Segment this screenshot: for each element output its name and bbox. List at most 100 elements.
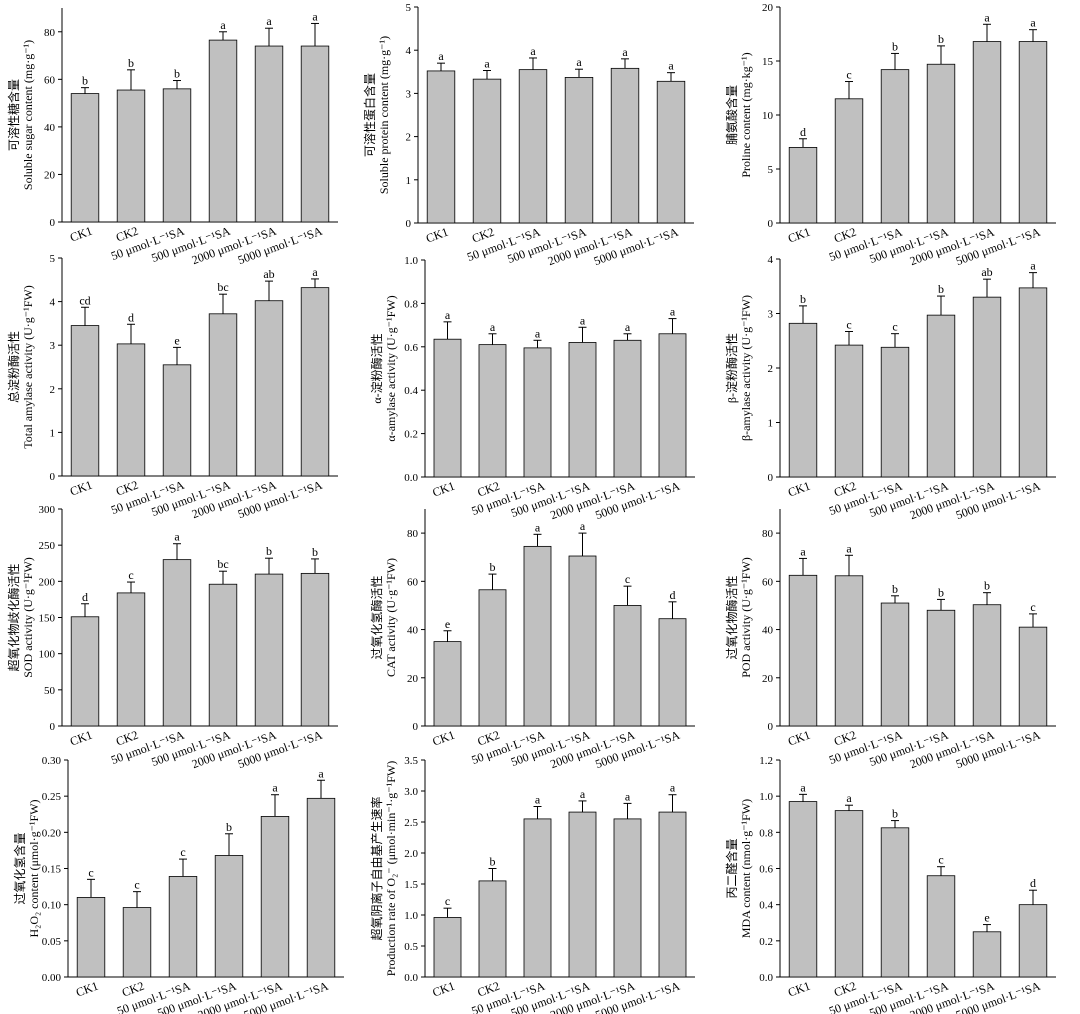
y-tick-label: 2.0 xyxy=(404,848,418,860)
significance-letter: d xyxy=(670,588,676,602)
bar xyxy=(613,605,642,727)
y-tick-label: 60 xyxy=(762,576,774,588)
y-tick-label: 200 xyxy=(39,576,56,588)
significance-letter: a xyxy=(535,793,541,807)
y-tick-label: 80 xyxy=(44,27,56,39)
bar xyxy=(658,618,687,727)
bar xyxy=(76,897,106,978)
bar xyxy=(926,609,956,727)
y-tick-label: 4 xyxy=(768,254,774,266)
significance-letter: b xyxy=(938,32,944,46)
bar xyxy=(254,45,284,223)
significance-letter: c xyxy=(938,853,943,867)
bar xyxy=(300,287,330,477)
y-tick-label: 0.05 xyxy=(42,936,62,948)
y-tick-label: 0.20 xyxy=(42,827,62,839)
significance-letter: c xyxy=(445,894,450,908)
significance-letter: a xyxy=(318,766,324,780)
y-tick-label: 0 xyxy=(768,721,774,733)
significance-letter: ab xyxy=(263,267,274,281)
significance-letter: d xyxy=(82,590,88,604)
y-tick-label: 0.4 xyxy=(759,900,773,912)
bar xyxy=(472,78,502,224)
bar xyxy=(168,876,198,978)
significance-letter: b xyxy=(128,56,134,70)
significance-letter: a xyxy=(576,55,582,69)
y-tick-label: 0 xyxy=(768,218,774,230)
y-tick-label: 300 xyxy=(39,504,56,516)
bar xyxy=(788,801,818,978)
bar xyxy=(162,364,192,477)
significance-letter: a xyxy=(535,520,541,534)
significance-letter: a xyxy=(625,789,631,803)
y-tick-label: 0.0 xyxy=(759,972,773,984)
significance-letter: c xyxy=(846,68,851,82)
bar xyxy=(1018,626,1048,727)
y-axis-title-english: Production rate of O₂⁻ (μmol·min⁻¹·g⁻¹FW… xyxy=(384,761,398,976)
bar xyxy=(523,347,552,478)
bar xyxy=(788,574,818,727)
y-axis-title-english: α-amylase activity (U·g⁻¹FW) xyxy=(384,295,398,441)
bar xyxy=(788,146,818,224)
y-tick-label: 0.15 xyxy=(42,864,62,876)
y-tick-label: 1 xyxy=(406,175,412,187)
bar xyxy=(254,300,284,477)
y-tick-label: 1 xyxy=(50,427,56,439)
significance-letter: c xyxy=(134,878,139,892)
y-tick-label: 0 xyxy=(406,218,412,230)
y-tick-label: 60 xyxy=(407,576,419,588)
significance-letter: c xyxy=(128,568,133,582)
bar xyxy=(122,907,152,978)
y-tick-label: 0 xyxy=(50,471,56,483)
bar xyxy=(116,89,146,223)
y-tick-label: 2 xyxy=(768,363,774,375)
significance-letter: b xyxy=(892,582,898,596)
bar xyxy=(478,589,507,727)
significance-letter: a xyxy=(800,544,806,558)
y-tick-label: 0.6 xyxy=(759,864,773,876)
y-tick-label: 10 xyxy=(762,110,774,122)
bar xyxy=(426,70,456,224)
significance-letter: a xyxy=(800,780,806,794)
y-axis-title-english: Total amylase activity (U·g⁻¹FW) xyxy=(21,285,35,448)
bar xyxy=(162,559,192,727)
y-tick-label: 0.0 xyxy=(404,972,418,984)
y-axis-title-english: POD activity (U·g⁻¹FW) xyxy=(739,557,753,678)
significance-letter: ab xyxy=(981,265,992,279)
significance-letter: d xyxy=(1030,876,1036,890)
y-tick-label: 40 xyxy=(762,625,774,637)
y-tick-label: 0.6 xyxy=(404,342,418,354)
y-axis-title-chinese: 总淀粉酶活性 xyxy=(6,331,21,403)
significance-letter: a xyxy=(490,320,496,334)
bar xyxy=(1018,904,1048,978)
y-axis-title-chinese: 过氧化氢酶活性 xyxy=(369,575,384,659)
y-tick-label: 5 xyxy=(50,253,56,265)
y-tick-label: 0 xyxy=(413,721,419,733)
y-tick-label: 40 xyxy=(44,122,56,134)
y-axis-title-chinese: 过氧化物酶活性 xyxy=(724,575,739,659)
significance-letter: a xyxy=(1030,16,1036,30)
bar xyxy=(300,45,330,223)
y-tick-label: 20 xyxy=(407,673,419,685)
significance-letter: c xyxy=(1030,600,1035,614)
y-tick-label: 80 xyxy=(407,528,419,540)
y-tick-label: 40 xyxy=(407,625,419,637)
y-axis-title-chinese: α-淀粉酶活性 xyxy=(369,333,384,403)
y-tick-label: 250 xyxy=(39,540,56,552)
bar xyxy=(260,816,290,978)
y-tick-label: 1.2 xyxy=(759,755,773,767)
bar xyxy=(208,39,238,223)
significance-letter: b xyxy=(490,855,496,869)
significance-letter: a xyxy=(535,326,541,340)
significance-letter: b xyxy=(984,579,990,593)
bar xyxy=(433,338,462,478)
y-tick-label: 0.10 xyxy=(42,900,62,912)
bar xyxy=(880,602,910,727)
